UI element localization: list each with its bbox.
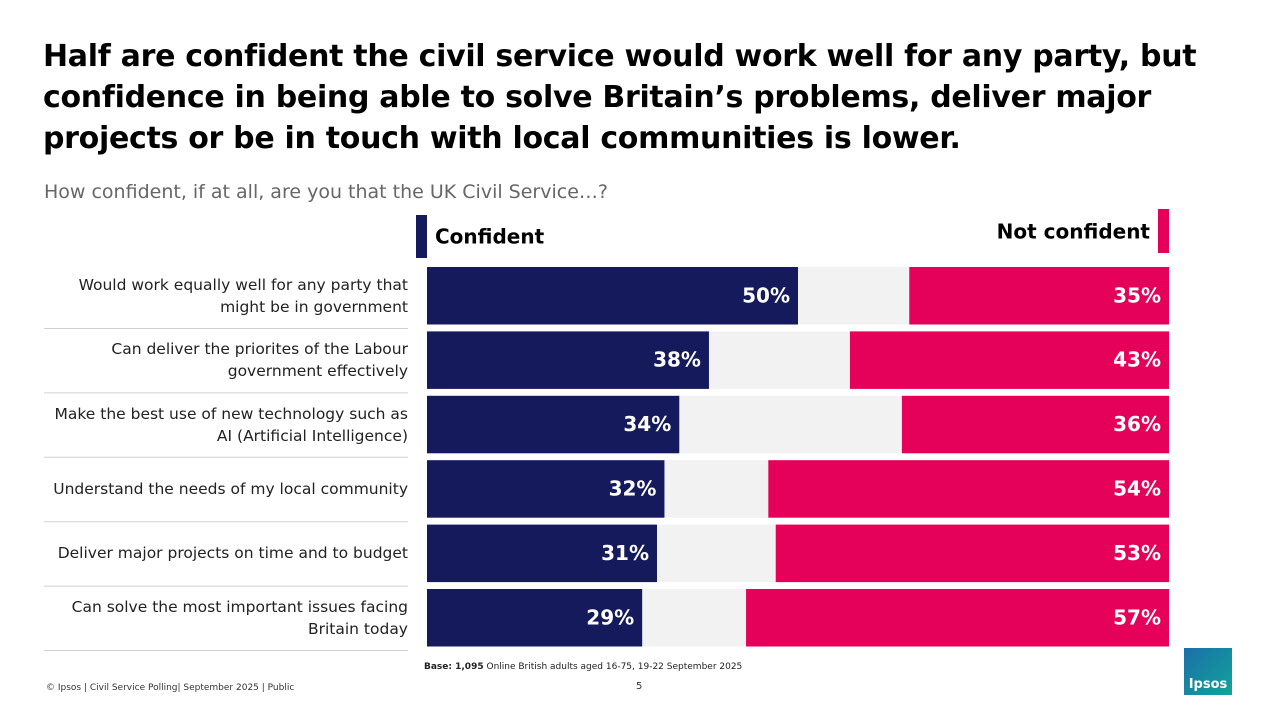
- value-label: 54%: [1113, 476, 1161, 500]
- bar: [427, 395, 680, 454]
- bar: [427, 267, 798, 325]
- logo: Ipsos: [1184, 648, 1232, 695]
- category-label: Would work equally well for any party th…: [78, 275, 408, 316]
- footer: © Ipsos | Civil Service Polling| Septemb…: [46, 683, 295, 693]
- bar: [427, 524, 658, 583]
- bar: [775, 524, 1169, 583]
- bar: [901, 395, 1169, 454]
- value-label: 32%: [609, 476, 657, 500]
- legend-swatch: [416, 215, 427, 258]
- value-label: 57%: [1113, 605, 1161, 629]
- value-label: 34%: [623, 412, 671, 436]
- value-label: 29%: [586, 605, 634, 629]
- value-label: 36%: [1113, 412, 1161, 436]
- value-label: 35%: [1113, 283, 1161, 307]
- category-label: Can solve the most important issues faci…: [71, 597, 408, 638]
- value-label: 38%: [653, 348, 701, 372]
- value-label: 31%: [601, 541, 649, 565]
- value-label: 53%: [1113, 541, 1161, 565]
- bar: [427, 460, 665, 518]
- bar: [768, 460, 1169, 518]
- base-text: Online British adults aged 16-75, 19-22 …: [486, 662, 743, 672]
- legend-label: Not confident: [997, 220, 1151, 244]
- subtitle: How confident, if at all, are you that t…: [44, 181, 608, 203]
- legend-swatch: [1158, 209, 1169, 253]
- bar: [909, 267, 1169, 325]
- value-label: 43%: [1113, 348, 1161, 372]
- category-label: Can deliver the priorites of the Labour …: [111, 340, 408, 381]
- base-label: Base: 1,095: [424, 662, 484, 672]
- page-number: 5: [636, 681, 643, 692]
- title: Half are confident the civil service wou…: [43, 39, 1197, 156]
- category-label: Deliver major projects on time and to bu…: [57, 544, 408, 563]
- bar: [849, 331, 1169, 389]
- base-note: Base: 1,095 Online British adults aged 1…: [424, 662, 742, 672]
- value-label: 50%: [742, 283, 790, 307]
- category-label: Make the best use of new technology such…: [54, 404, 408, 445]
- bar: [427, 589, 643, 647]
- bar: [427, 331, 709, 389]
- bar: [746, 589, 1169, 647]
- category-label: Understand the needs of my local communi…: [53, 479, 408, 498]
- legend-label: Confident: [435, 225, 545, 249]
